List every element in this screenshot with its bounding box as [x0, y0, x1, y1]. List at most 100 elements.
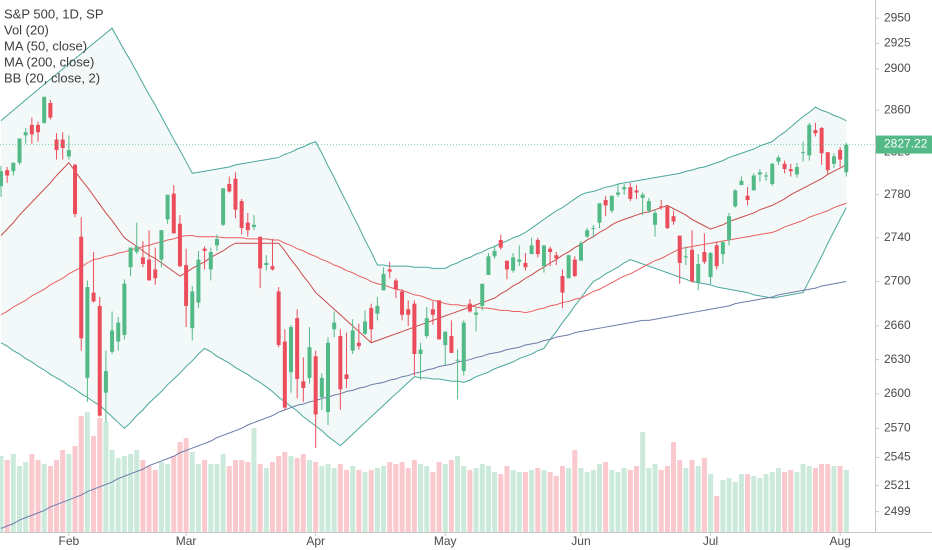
volume-bar — [23, 462, 29, 532]
candle-body — [295, 318, 300, 379]
candle-body — [338, 336, 343, 390]
candle-body — [190, 291, 195, 329]
candle-body — [443, 331, 448, 346]
volume-bar — [751, 476, 757, 532]
volume-bar — [232, 460, 238, 532]
candle-body — [603, 200, 608, 206]
volume-bar — [72, 446, 78, 532]
candle-body — [517, 259, 522, 262]
volume-bar — [128, 454, 134, 532]
candle-body — [831, 156, 836, 164]
last-price-box — [876, 135, 932, 154]
candle-body — [165, 194, 170, 220]
volume-bar — [66, 454, 72, 532]
volume-bar — [584, 472, 590, 532]
x-tick-label: Mar — [176, 534, 197, 548]
candle-body — [239, 201, 244, 229]
candle-body — [110, 330, 115, 352]
candle-body — [511, 257, 516, 271]
volume-bar — [825, 464, 831, 532]
volume-bar — [362, 472, 368, 532]
candle-body — [369, 308, 374, 330]
volume-bar — [812, 468, 818, 532]
candle-body — [122, 283, 127, 335]
volume-bar — [337, 464, 343, 532]
volume-bar — [448, 460, 454, 532]
volume-bar — [430, 472, 436, 532]
volume-bar — [208, 464, 214, 532]
volume-bar — [177, 442, 183, 532]
volume-bar — [763, 474, 769, 532]
volume-bar — [91, 436, 97, 532]
candle-body — [714, 245, 719, 267]
candle-body — [276, 291, 281, 346]
volume-bar — [522, 472, 528, 532]
candle-body — [288, 327, 293, 373]
candle-body — [720, 242, 725, 255]
volume-bar — [282, 452, 288, 532]
volume-bar — [35, 460, 41, 532]
legend: S&P 500, 1D, SP Vol (20) MA (50, close) … — [4, 6, 104, 85]
candle-body — [825, 152, 830, 171]
y-tick-label: 2740 — [884, 230, 911, 244]
band-fill — [1, 28, 847, 446]
candle-body — [116, 322, 121, 342]
candle-body — [251, 224, 256, 227]
candle-body — [344, 374, 349, 379]
candle-body — [11, 162, 16, 172]
volume-bar — [257, 464, 263, 532]
candle-body — [418, 349, 423, 355]
volume-bar — [461, 466, 467, 532]
candle-body — [412, 303, 417, 355]
candle-body — [282, 341, 287, 408]
volume-bar — [831, 466, 837, 532]
volume-bar — [467, 470, 473, 532]
volume-bar — [745, 474, 751, 532]
volume-bar — [103, 422, 109, 532]
candle-body — [258, 236, 263, 269]
last-price-label: 2827.22 — [884, 137, 928, 151]
volume-bar — [294, 458, 300, 532]
candle-body — [5, 170, 10, 176]
volume-bar — [658, 470, 664, 532]
volume-bar — [226, 466, 232, 532]
candle-body — [0, 171, 3, 187]
candle-body — [535, 239, 540, 255]
candle-body — [23, 132, 28, 136]
candle-body — [578, 243, 583, 261]
candle-body — [548, 248, 553, 252]
candle-body — [79, 236, 84, 339]
candle-body — [233, 178, 238, 210]
volume-bar — [4, 460, 10, 532]
candle-body — [363, 321, 368, 334]
candle-body — [73, 164, 78, 215]
candle-body — [776, 157, 781, 162]
volume-bar — [239, 460, 245, 532]
candle-body — [616, 192, 620, 195]
candle-body — [264, 262, 269, 266]
candle-body — [134, 246, 139, 252]
candle-body — [757, 172, 762, 175]
band-basis — [0, 161, 847, 344]
volume-bar — [683, 468, 689, 532]
volume-bar — [97, 418, 103, 532]
y-tick-label: 2630 — [884, 352, 911, 366]
candle-body — [208, 251, 213, 270]
candle-body — [560, 276, 565, 293]
volume-bar — [152, 470, 158, 532]
candle-body — [671, 216, 676, 222]
candle-body — [665, 206, 670, 229]
candle-body — [381, 273, 386, 291]
candle-body — [455, 359, 460, 361]
volume-bar — [819, 464, 825, 532]
candle-body — [387, 269, 392, 272]
candle-body — [97, 305, 102, 416]
volume-bar — [202, 460, 208, 532]
legend-entry: Vol (20) — [4, 22, 49, 37]
candle-body — [659, 206, 664, 208]
volume-bar — [424, 466, 430, 532]
volume-bar — [374, 468, 380, 532]
volume-bar — [566, 468, 572, 532]
volume-bar — [492, 472, 498, 532]
volume-bar — [541, 470, 547, 532]
